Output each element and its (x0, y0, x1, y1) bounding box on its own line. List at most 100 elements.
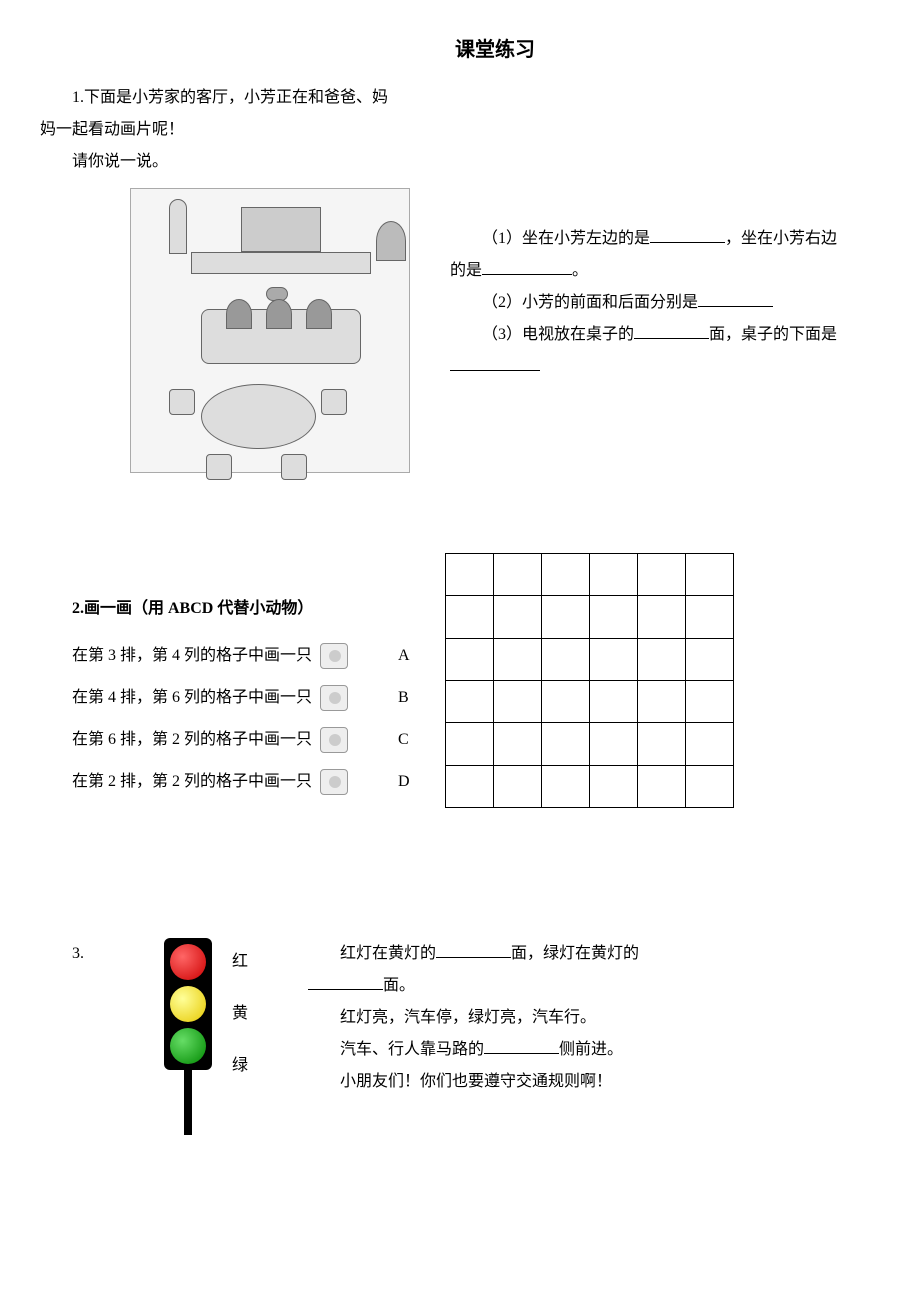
grid-cell[interactable] (637, 638, 685, 680)
grid-cell[interactable] (541, 765, 589, 807)
q3-line5: 小朋友们！你们也要遵守交通规则啊！ (308, 1066, 860, 1098)
chair-icon (206, 454, 232, 480)
plant-icon (376, 221, 406, 261)
q2-left: 2.画一画（用 ABCD 代替小动物） 在第 3 排，第 4 列的格子中画一只A… (40, 593, 410, 808)
q3-left: 3. 红 黄 绿 (40, 938, 248, 1135)
grid-cell[interactable] (637, 680, 685, 722)
q1-sub3-text2: 面，桌子的下面是 (709, 326, 837, 343)
q1-sub1-text3: 的是 (450, 262, 482, 279)
blank-input[interactable] (484, 1035, 559, 1054)
grid-cell[interactable] (637, 596, 685, 638)
grid-cell[interactable] (493, 638, 541, 680)
animal-icon (320, 769, 348, 795)
q1-content: （1）坐在小芳左边的是，坐在小芳右边 的是。 （2）小芳的前面和后面分别是 （3… (40, 188, 860, 473)
grid-cell[interactable] (541, 680, 589, 722)
q3-line2-text: 面。 (383, 977, 415, 994)
grid-cell[interactable] (589, 765, 637, 807)
grid-cell[interactable] (589, 680, 637, 722)
q2-title: 2.画一画（用 ABCD 代替小动物） (40, 593, 410, 625)
grid-cell[interactable] (445, 554, 493, 596)
grid-cell[interactable] (685, 765, 733, 807)
grid-cell[interactable] (493, 596, 541, 638)
page-title: 课堂练习 (130, 30, 860, 70)
grid-cell[interactable] (493, 765, 541, 807)
q3-line4-text: 汽车、行人靠马路的 (340, 1041, 484, 1058)
blank-input[interactable] (450, 352, 540, 371)
grid-cell[interactable] (541, 638, 589, 680)
grid-cell[interactable] (445, 638, 493, 680)
tv-icon (241, 207, 321, 252)
q2-item-text: 在第 4 排，第 6 列的格子中画一只 (40, 682, 312, 714)
grid-cell[interactable] (445, 596, 493, 638)
q2-item-text: 在第 2 排，第 2 列的格子中画一只 (40, 766, 312, 798)
yellow-label: 黄 (232, 998, 248, 1030)
q1-sub2: （2）小芳的前面和后面分别是 (450, 287, 860, 319)
grid-cell[interactable] (637, 765, 685, 807)
q3-line2: 面。 (308, 970, 860, 1002)
q2-item-text: 在第 6 排，第 2 列的格子中画一只 (40, 724, 312, 756)
living-room-image (130, 188, 410, 473)
blank-input[interactable] (308, 971, 383, 990)
chair-icon (281, 454, 307, 480)
pole-icon (184, 1070, 192, 1135)
light-box (164, 938, 212, 1070)
grid-cell[interactable] (685, 638, 733, 680)
q2-item: 在第 3 排，第 4 列的格子中画一只A (40, 640, 410, 672)
q3-number: 3. (40, 938, 84, 970)
blank-input[interactable] (436, 939, 511, 958)
q3-line4-text2: 侧前进。 (559, 1041, 623, 1058)
grid-cell[interactable] (589, 554, 637, 596)
q2-item: 在第 4 排，第 6 列的格子中画一只 B (40, 682, 410, 714)
q1-sub2-text: （2）小芳的前面和后面分别是 (482, 294, 698, 311)
grid-cell[interactable] (541, 596, 589, 638)
grid-cell[interactable] (493, 723, 541, 765)
grid-cell[interactable] (637, 554, 685, 596)
grid-cell[interactable] (445, 723, 493, 765)
grid-cell[interactable] (685, 723, 733, 765)
q1-line3: 请你说一说。 (40, 146, 860, 178)
q3-line4: 汽车、行人靠马路的 侧前进。 (308, 1034, 860, 1066)
q2-grid[interactable] (445, 553, 734, 808)
q2-letter: A (366, 640, 410, 672)
blank-input[interactable] (634, 320, 709, 339)
blank-input[interactable] (650, 224, 725, 243)
q3-right: 红灯在黄灯的面，绿灯在黄灯的 面。 红灯亮，汽车停，绿灯亮，汽车行。 汽车、行人… (308, 938, 860, 1135)
grid-cell[interactable] (589, 596, 637, 638)
person-icon (306, 299, 332, 329)
grid-cell[interactable] (637, 723, 685, 765)
lamp-icon (169, 199, 187, 254)
q2-letter: C (366, 724, 409, 756)
q3-line1: 红灯在黄灯的面，绿灯在黄灯的 (308, 938, 860, 970)
grid-cell[interactable] (541, 554, 589, 596)
grid-cell[interactable] (541, 723, 589, 765)
chair-icon (169, 389, 195, 415)
blank-input[interactable] (482, 256, 572, 275)
person-icon (266, 299, 292, 329)
q3-line3: 红灯亮，汽车停，绿灯亮，汽车行。 (308, 1002, 860, 1034)
q2-letter: B (366, 682, 409, 714)
grid-cell[interactable] (685, 680, 733, 722)
traffic-light-wrap: 红 黄 绿 (164, 938, 248, 1135)
animal-icon (320, 643, 348, 669)
q2-item: 在第 2 排，第 2 列的格子中画一只D (40, 766, 410, 798)
grid-cell[interactable] (685, 596, 733, 638)
blank-input[interactable] (698, 288, 773, 307)
grid-cell[interactable] (589, 638, 637, 680)
q1-questions: （1）坐在小芳左边的是，坐在小芳右边 的是。 （2）小芳的前面和后面分别是 （3… (450, 188, 860, 473)
q2-items-list: 在第 3 排，第 4 列的格子中画一只A 在第 4 排，第 6 列的格子中画一只 B… (40, 640, 410, 798)
grid-cell[interactable] (493, 680, 541, 722)
traffic-light-icon (164, 938, 212, 1135)
grid-cell[interactable] (589, 723, 637, 765)
grid-cell[interactable] (493, 554, 541, 596)
q3-line1-text: 红灯在黄灯的 (340, 945, 436, 962)
grid-cell[interactable] (445, 680, 493, 722)
grid-cell[interactable] (685, 554, 733, 596)
q2-item: 在第 6 排，第 2 列的格子中画一只 C (40, 724, 410, 756)
grid-cell[interactable] (445, 765, 493, 807)
green-label: 绿 (232, 1050, 248, 1082)
red-label: 红 (232, 946, 248, 978)
q1-sub3-text: （3）电视放在桌子的 (482, 326, 634, 343)
q2-section: 2.画一画（用 ABCD 代替小动物） 在第 3 排，第 4 列的格子中画一只A… (40, 593, 860, 808)
q1-sub3: （3）电视放在桌子的 面，桌子的下面是 (450, 319, 860, 351)
q1-intro: 1.下面是小芳家的客厅，小芳正在和爸爸、妈 妈一起看动画片呢！ 请你说一说。 (40, 82, 860, 178)
